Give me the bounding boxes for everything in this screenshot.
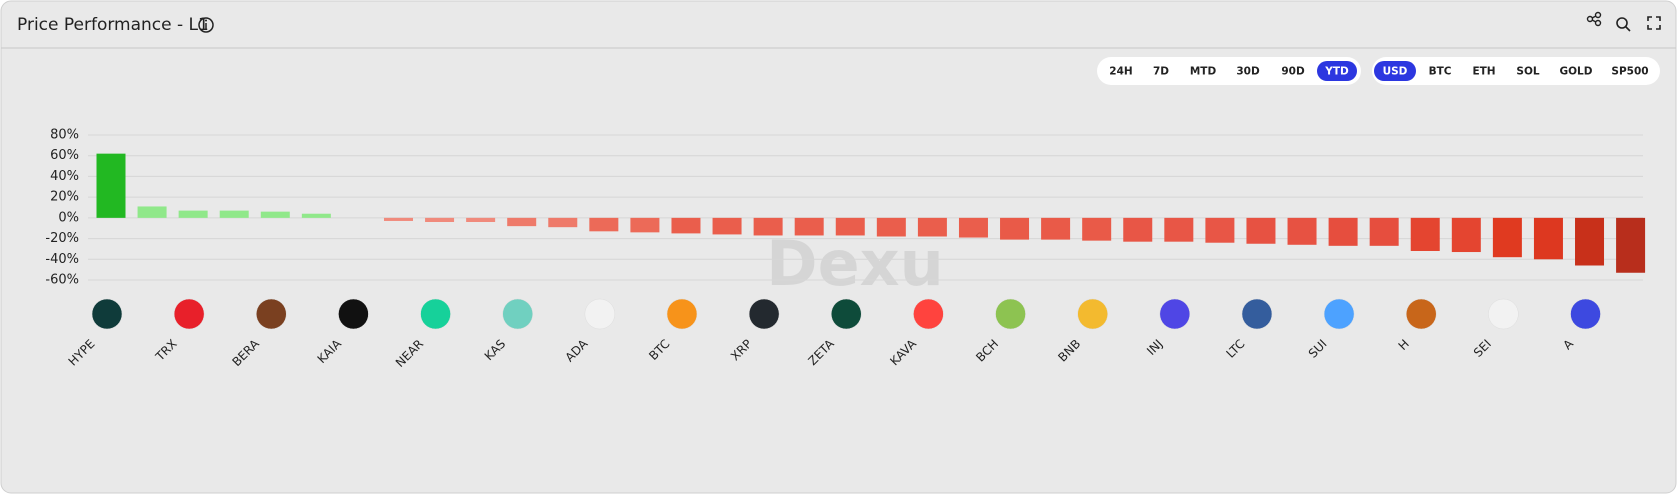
bar	[1205, 217, 1235, 243]
coin-icon	[584, 298, 616, 330]
y-tick-label: -20%	[45, 231, 79, 246]
bar	[1533, 217, 1563, 260]
y-tick-label: -40%	[45, 252, 79, 267]
bar	[178, 210, 208, 218]
coin-icon	[1077, 298, 1108, 330]
coin-icon	[420, 298, 451, 330]
coin-icon	[1488, 298, 1519, 330]
y-tick-label: 0%	[58, 210, 79, 225]
toggle-button[interactable]: YTD	[1324, 66, 1349, 78]
toggle-button[interactable]: SP500	[1611, 66, 1648, 78]
coin-icon	[256, 298, 287, 330]
coin-icon	[91, 298, 123, 330]
toggle-button[interactable]: 24H	[1109, 66, 1132, 78]
bar	[548, 217, 578, 228]
bar	[1369, 217, 1399, 246]
coin-icon	[1323, 298, 1355, 330]
button-highlight	[1374, 61, 1416, 81]
toggle-button[interactable]: MTD	[1190, 66, 1217, 78]
bar	[917, 217, 947, 237]
bar	[425, 217, 455, 222]
bar	[1123, 217, 1153, 242]
y-tick-label: 60%	[50, 148, 79, 163]
fullscreen-icon[interactable]	[1647, 16, 1661, 30]
bar	[1575, 217, 1605, 266]
button-highlight	[1317, 61, 1357, 81]
coin-icon	[666, 298, 698, 330]
bar	[794, 217, 824, 236]
coin-icon	[913, 298, 944, 330]
bar	[1492, 217, 1522, 258]
watermark: Dexu	[766, 227, 944, 300]
share-icon[interactable]	[1586, 11, 1602, 27]
coin-icon	[1405, 298, 1437, 330]
bar	[1410, 217, 1440, 251]
bar	[1041, 217, 1071, 240]
bar	[301, 213, 331, 218]
coin-icon	[1241, 298, 1273, 330]
bar	[1164, 217, 1194, 242]
toggle-button[interactable]: SOL	[1516, 66, 1539, 78]
bar	[137, 206, 167, 218]
bar	[1616, 217, 1646, 273]
bar	[219, 210, 249, 218]
bar	[958, 217, 988, 238]
bar	[876, 217, 906, 237]
toggle-button[interactable]: 90D	[1281, 66, 1305, 78]
coin-icon	[502, 298, 533, 330]
coin-icon	[748, 298, 780, 330]
bar	[1246, 217, 1276, 244]
bar	[630, 217, 660, 233]
y-tick-label: -60%	[45, 273, 79, 288]
toggle-button[interactable]: BTC	[1429, 66, 1452, 78]
coin-icon	[1570, 298, 1601, 330]
toggle-button[interactable]: USD	[1383, 66, 1408, 78]
bar	[383, 217, 413, 221]
bar	[466, 217, 496, 222]
coin-icon	[995, 298, 1026, 330]
y-tick-label: 40%	[50, 169, 79, 184]
coin-icon	[1159, 298, 1191, 330]
toggle-button[interactable]: 7D	[1153, 66, 1169, 78]
y-tick-label: 80%	[50, 128, 79, 143]
bar	[1000, 217, 1030, 240]
header-title: Price Performance - L1	[17, 15, 209, 35]
range-group	[1097, 57, 1361, 85]
base-group	[1372, 57, 1660, 85]
bar	[671, 217, 701, 234]
toggle-button[interactable]: GOLD	[1560, 66, 1593, 78]
coin-icon	[831, 298, 862, 330]
bar	[1451, 217, 1481, 253]
toggle-button[interactable]: ETH	[1472, 66, 1495, 78]
coin-icon	[338, 298, 369, 330]
bar	[712, 217, 742, 235]
bar	[1328, 217, 1358, 246]
bar	[1287, 217, 1317, 245]
coin-icon	[173, 298, 205, 330]
bar	[96, 153, 126, 218]
bar	[260, 211, 290, 218]
bar	[835, 217, 865, 236]
toggle-button[interactable]: 30D	[1236, 66, 1260, 78]
bar	[1082, 217, 1112, 241]
bar	[507, 217, 537, 227]
search-icon[interactable]	[1616, 17, 1631, 32]
y-tick-label: 20%	[50, 190, 79, 205]
bar	[589, 217, 619, 232]
info-icon[interactable]	[198, 17, 214, 33]
bar	[753, 217, 783, 236]
